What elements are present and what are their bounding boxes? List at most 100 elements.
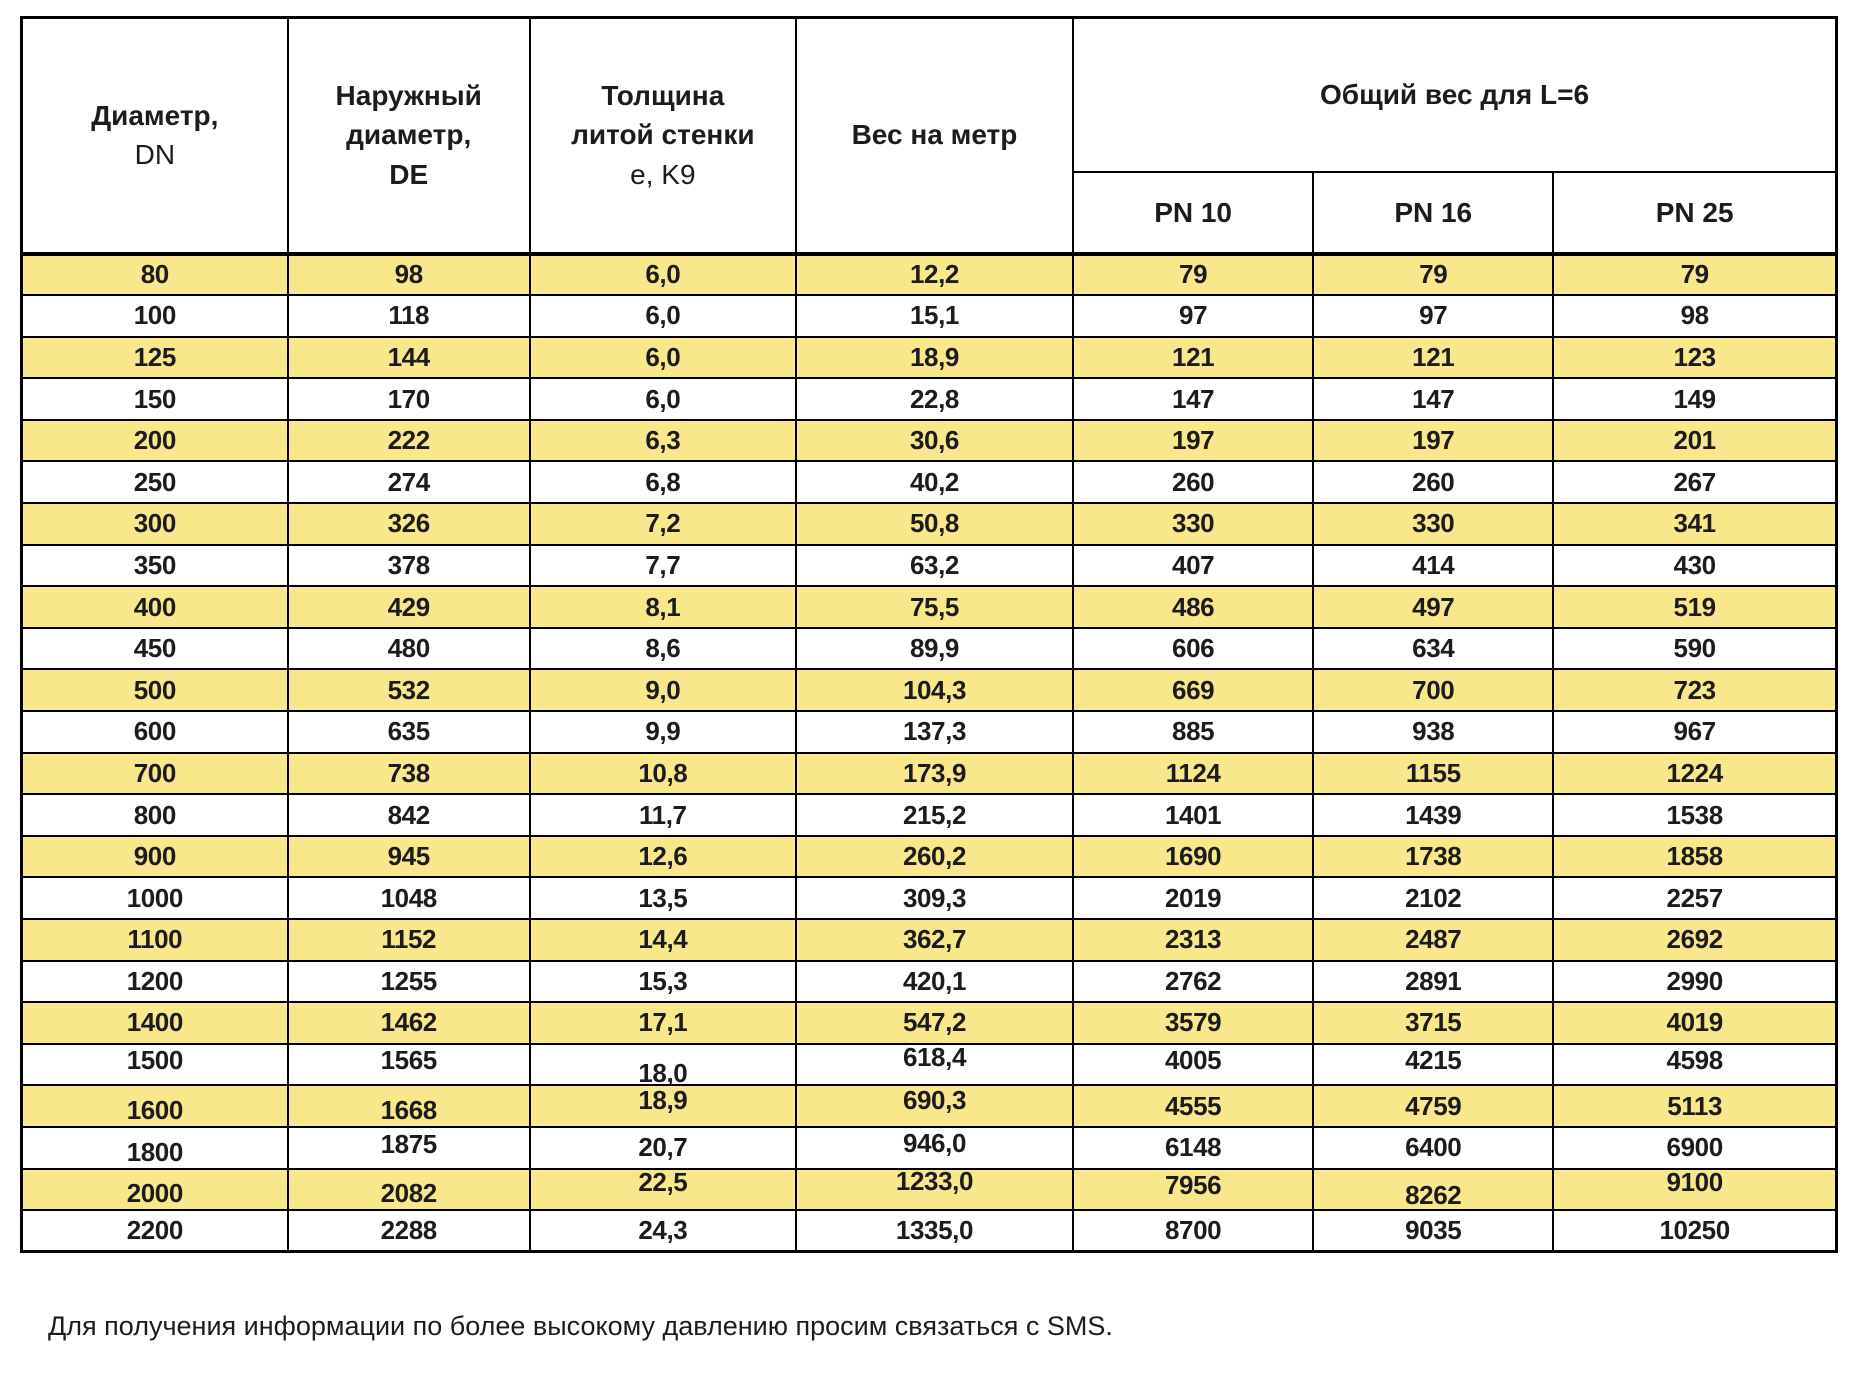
cell-r19-c6: 4598 [1552,1042,1838,1087]
cell-r13-c0: 800 [20,793,289,837]
cell-r16-c2: 14,4 [528,918,797,962]
cell-r11-c0: 600 [20,710,289,754]
cell-r9-c5: 634 [1312,626,1555,671]
header-wall-thickness-line3: e, K9 [630,159,696,191]
cell-r4-c6: 201 [1552,418,1838,463]
header-total-weight-group: Общий вес для L=6 [1072,16,1838,174]
cell-r22-c6: 9100 [1552,1167,1838,1212]
cell-r14-c2: 12,6 [528,834,797,879]
cell-r14-c6: 1858 [1552,834,1838,879]
cell-r1-c5: 97 [1312,294,1555,338]
cell-r3-c0: 150 [20,377,289,421]
cell-r3-c4: 147 [1072,377,1315,421]
cell-r9-c2: 8,6 [528,626,797,671]
cell-r16-c1: 1152 [286,918,531,962]
cell-r5-c1: 274 [286,460,531,505]
cell-r22-c3: 1233,0 [794,1167,1075,1212]
cell-r6-c6: 341 [1552,502,1838,546]
cell-r23-c2: 24,3 [528,1209,797,1253]
cell-r18-c4: 3579 [1072,1001,1315,1045]
cell-r12-c0: 700 [20,751,289,796]
table-row: 1200 1255 15,3 420,1 2762 2891 2990 [20,959,1838,1004]
cell-r9-c4: 606 [1072,626,1315,671]
cell-r13-c1: 842 [286,793,531,837]
cell-r16-c6: 2692 [1552,918,1838,962]
cell-r20-c1: 1668 [286,1084,531,1128]
cell-r4-c2: 6,3 [528,418,797,463]
cell-r6-c3: 50,8 [794,502,1075,546]
cell-r22-c2: 22,5 [528,1167,797,1212]
cell-r13-c3: 215,2 [794,793,1075,837]
cell-r4-c1: 222 [286,418,531,463]
cell-r12-c3: 173,9 [794,751,1075,796]
cell-r19-c1: 1565 [286,1042,531,1087]
cell-r1-c0: 100 [20,294,289,338]
header-weight-per-meter: Вес на метр [794,16,1075,256]
cell-r23-c0: 2200 [20,1209,289,1253]
table-row: 300 326 7,2 50,8 330 330 341 [20,502,1838,546]
cell-r10-c5: 700 [1312,668,1555,713]
cell-r13-c2: 11,7 [528,793,797,837]
header-diameter-line1: Диаметр, [91,99,219,131]
cell-r18-c2: 17,1 [528,1001,797,1045]
table-row: 1800 1875 20,7 946,0 6148 6400 6900 [20,1125,1838,1170]
cell-r21-c5: 6400 [1312,1125,1555,1170]
cell-r3-c3: 22,8 [794,377,1075,421]
cell-r11-c2: 9,9 [528,710,797,754]
header-pn25: PN 25 [1552,171,1838,256]
footnote: Для получения информации по более высоко… [48,1311,1113,1342]
cell-r16-c0: 1100 [20,918,289,962]
cell-r21-c4: 6148 [1072,1125,1315,1170]
cell-r6-c2: 7,2 [528,502,797,546]
cell-r8-c1: 429 [286,585,531,629]
table-row: 1000 1048 13,5 309,3 2019 2102 2257 [20,876,1838,920]
cell-r22-c0: 2000 [20,1167,289,1212]
cell-r0-c5: 79 [1312,252,1555,297]
cell-r10-c1: 532 [286,668,531,713]
cell-r11-c6: 967 [1552,710,1838,754]
cell-r19-c2: 18,0 [528,1042,797,1087]
cell-r10-c0: 500 [20,668,289,713]
cell-r17-c6: 2990 [1552,959,1838,1004]
cell-r15-c6: 2257 [1552,876,1838,920]
cell-r15-c2: 13,5 [528,876,797,920]
table-row: 1500 1565 18,0 618,4 4005 4215 4598 [20,1042,1838,1087]
cell-r10-c6: 723 [1552,668,1838,713]
cell-r8-c2: 8,1 [528,585,797,629]
cell-r1-c4: 97 [1072,294,1315,338]
cell-r8-c6: 519 [1552,585,1838,629]
cell-r5-c2: 6,8 [528,460,797,505]
table-row: 500 532 9,0 104,3 669 700 723 [20,668,1838,713]
cell-r15-c3: 309,3 [794,876,1075,920]
table-row: 900 945 12,6 260,2 1690 1738 1858 [20,834,1838,879]
cell-r22-c4: 7956 [1072,1167,1315,1212]
table-row: 1400 1462 17,1 547,2 3579 3715 4019 [20,1001,1838,1045]
cell-r5-c0: 250 [20,460,289,505]
cell-r7-c4: 407 [1072,543,1315,588]
cell-r4-c0: 200 [20,418,289,463]
cell-r16-c4: 2313 [1072,918,1315,962]
cell-r14-c1: 945 [286,834,531,879]
cell-r18-c5: 3715 [1312,1001,1555,1045]
cell-r23-c6: 10250 [1552,1209,1838,1253]
cell-r9-c1: 480 [286,626,531,671]
cell-r20-c6: 5113 [1552,1084,1838,1128]
cell-r2-c4: 121 [1072,335,1315,380]
cell-r12-c2: 10,8 [528,751,797,796]
cell-r12-c5: 1155 [1312,751,1555,796]
cell-r2-c1: 144 [286,335,531,380]
cell-r7-c3: 63,2 [794,543,1075,588]
cell-r21-c6: 6900 [1552,1125,1838,1170]
cell-r14-c0: 900 [20,834,289,879]
table-row: 350 378 7,7 63,2 407 414 430 [20,543,1838,588]
header-diameter-line2: DN [134,139,176,171]
cell-r5-c5: 260 [1312,460,1555,505]
cell-r12-c4: 1124 [1072,751,1315,796]
cell-r9-c3: 89,9 [794,626,1075,671]
cell-r8-c0: 400 [20,585,289,629]
cell-r3-c2: 6,0 [528,377,797,421]
cell-r21-c0: 1800 [20,1125,289,1170]
pipe-weight-table: Диаметр, DN Наружный диаметр, DE Толщина… [20,16,1838,1254]
table-row: 1100 1152 14,4 362,7 2313 2487 2692 [20,918,1838,962]
cell-r4-c3: 30,6 [794,418,1075,463]
